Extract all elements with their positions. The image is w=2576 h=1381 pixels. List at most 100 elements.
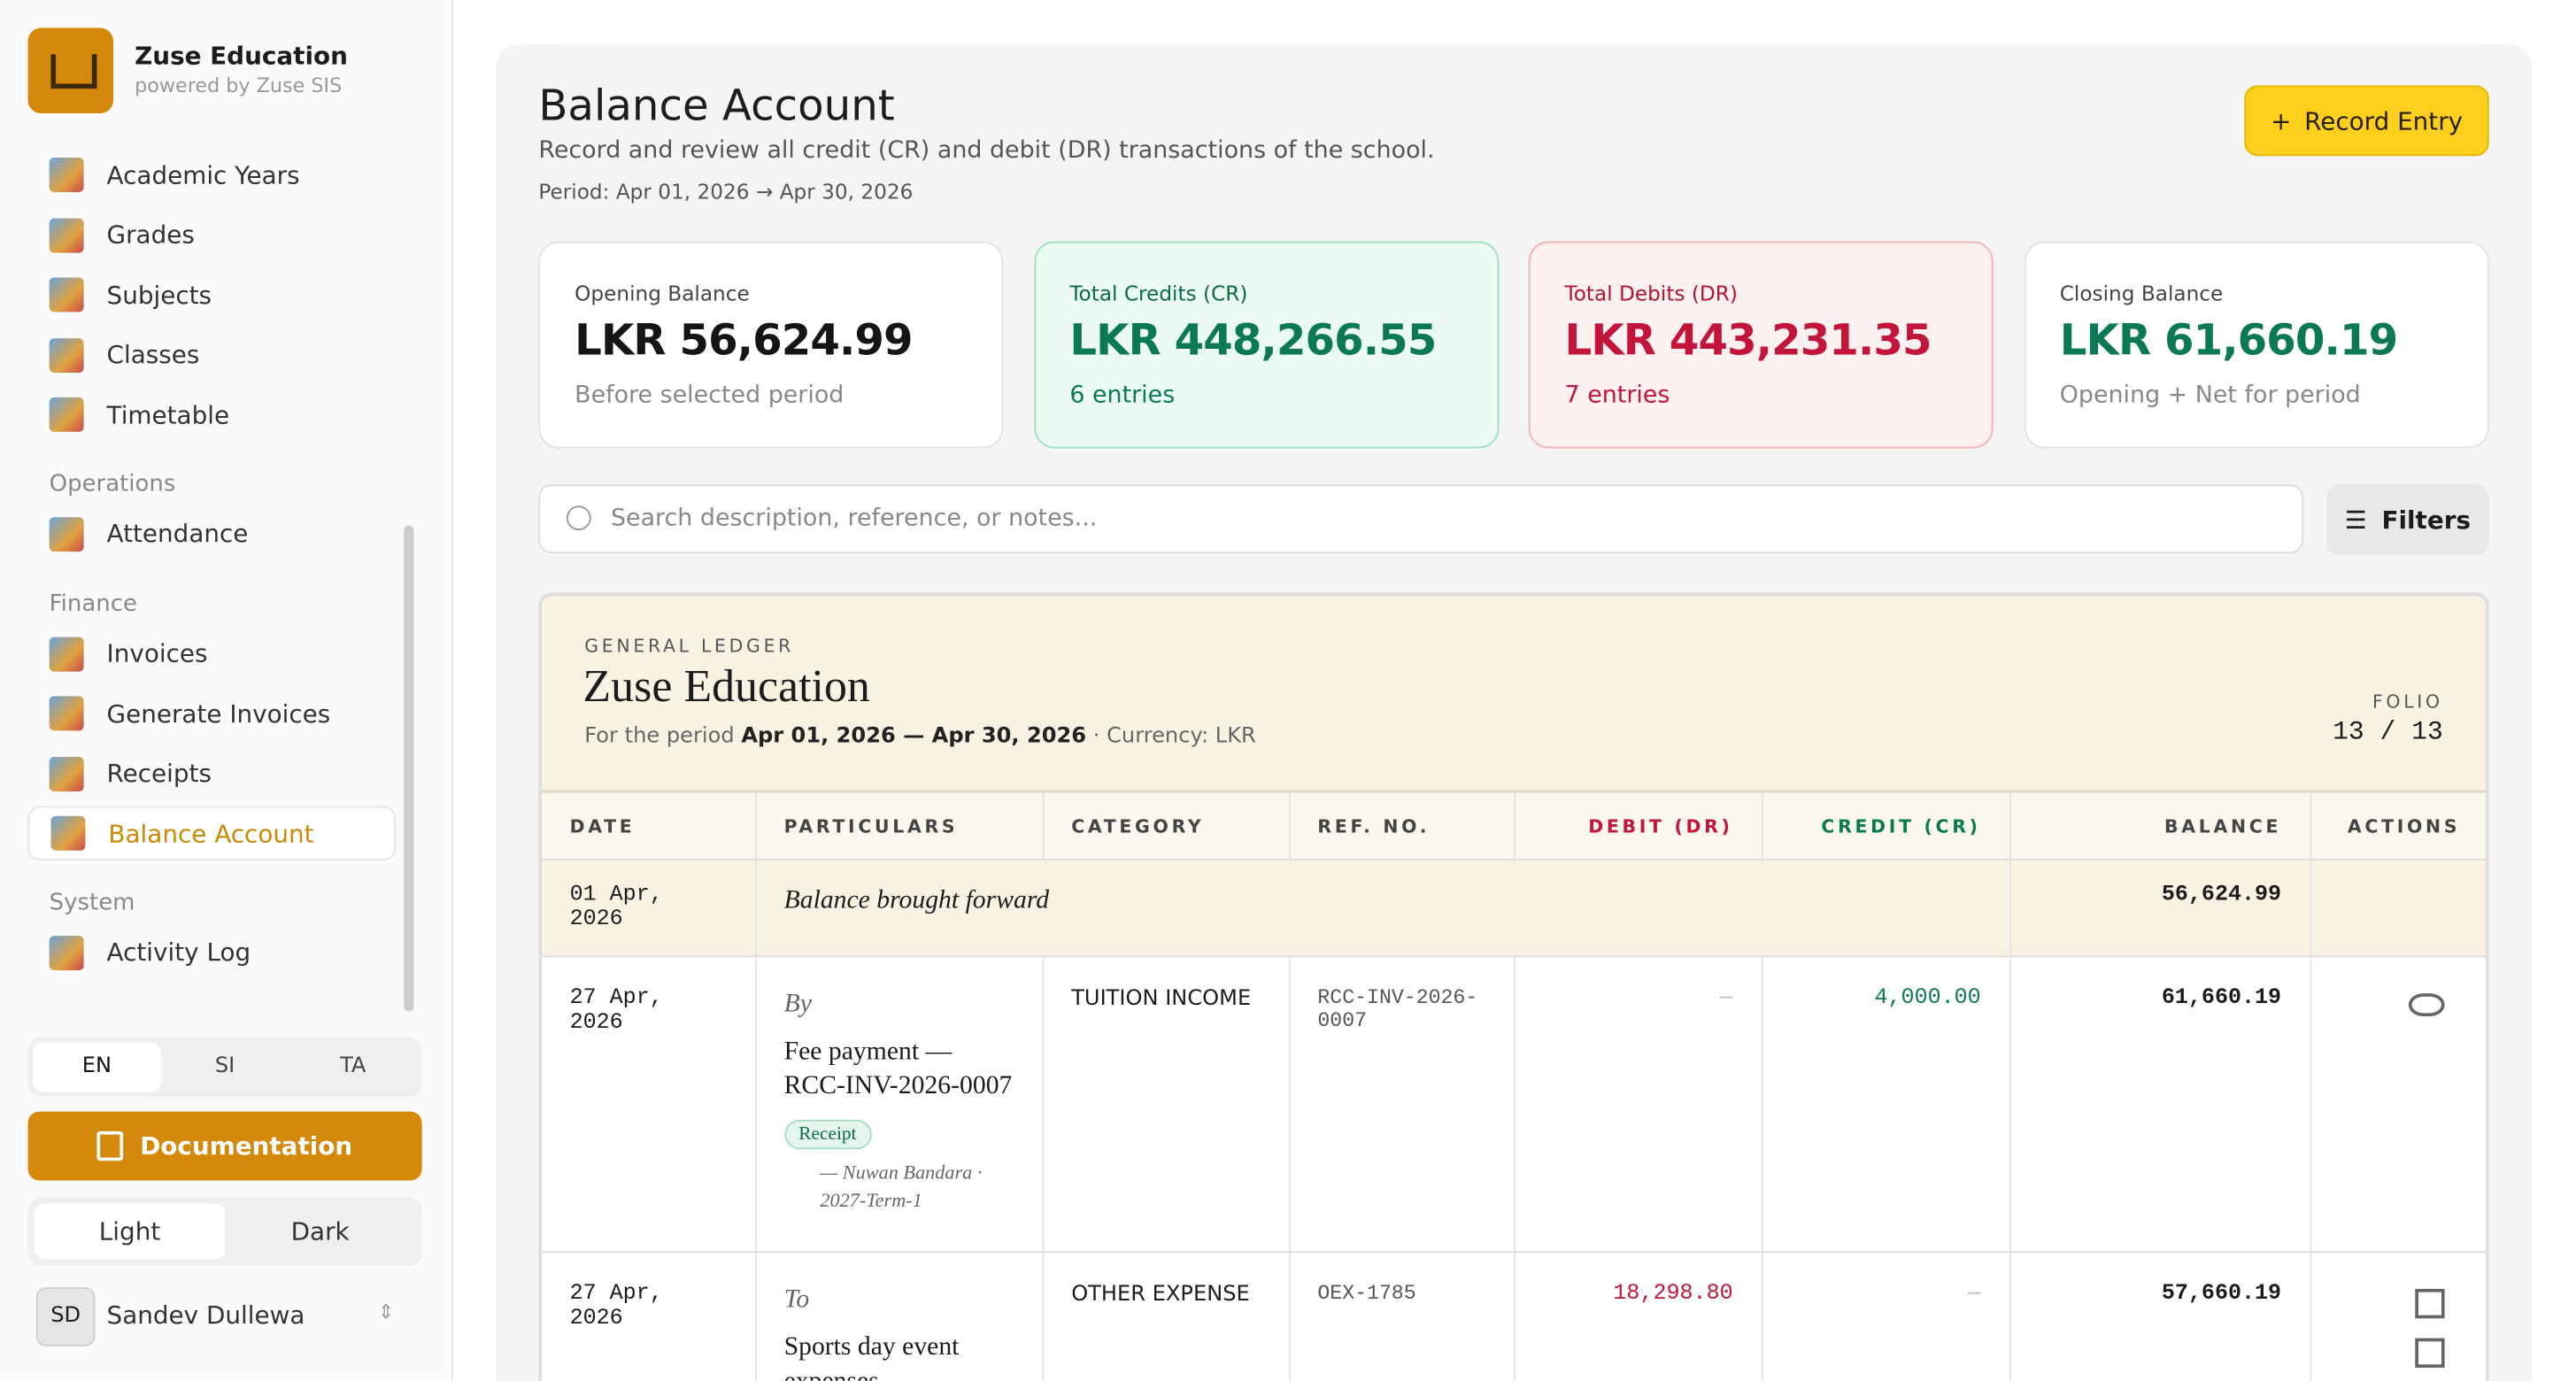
stat-card: Total Debits (DR) LKR 443,231.35 7 entries — [1528, 241, 1994, 449]
nav-icon — [49, 696, 84, 731]
period: Apr 01, 2026 — Apr 30, 2026 — [741, 723, 1087, 749]
nav-label: Activity Log — [106, 937, 251, 968]
nav-item[interactable]: Generate Invoices — [28, 687, 396, 741]
category: TUITION INCOME — [1042, 956, 1290, 1254]
nav-icon — [49, 756, 84, 791]
column-header: PARTICULARS — [755, 792, 1044, 860]
stat-note: 7 entries — [1564, 382, 1670, 409]
badge: Receipt — [783, 1119, 872, 1150]
avatar[interactable]: SD — [35, 1287, 96, 1346]
ledger-header: GENERAL LEDGER Zuse Education For the pe… — [542, 596, 2487, 793]
nav-item[interactable]: Receipts — [28, 746, 396, 800]
folio: 13 / 13 — [2333, 717, 2443, 747]
date: 27 Apr, 2026 — [542, 956, 757, 1254]
brand-name: Zuse Education — [135, 41, 348, 71]
date: 01 Apr, 2026 — [542, 859, 757, 958]
stat-value: LKR 448,266.55 — [1069, 316, 1437, 366]
user-menu-chevron[interactable]: ⇕ — [377, 1300, 395, 1323]
stat-label: Closing Balance — [2059, 281, 2224, 305]
nav-icon — [49, 636, 84, 671]
meta: — Nuwan Bandara · 2027-Term-1 — [820, 1161, 983, 1212]
particulars-text: Sports day event expenses — [783, 1333, 960, 1381]
period-prefix: For the period — [584, 723, 735, 749]
nav-icon — [49, 158, 84, 192]
ref: RCC-INV-2026-0007 — [1288, 956, 1515, 1254]
nav-icon — [49, 936, 84, 971]
delete-action[interactable] — [2414, 1338, 2444, 1368]
ref: OEX-1785 — [1288, 1252, 1515, 1381]
particulars: To Sports day event expenses — [755, 1252, 1044, 1381]
filters-label: Filters — [2381, 505, 2472, 535]
nav-item[interactable]: Subjects — [28, 268, 396, 322]
documentation-label: Documentation — [140, 1130, 353, 1161]
search-box[interactable]: Search description, reference, or notes.… — [538, 484, 2304, 554]
stat-value: LKR 443,231.35 — [1564, 316, 1932, 366]
nav-item[interactable]: Activity Log — [28, 926, 396, 980]
language-option[interactable]: TA — [340, 1053, 366, 1079]
language-switch: EN SI TA — [27, 1038, 422, 1097]
theme-option[interactable]: Dark — [290, 1216, 350, 1246]
theme-option[interactable]: Light — [34, 1203, 226, 1260]
nav-item[interactable]: Timetable — [28, 388, 396, 442]
logo[interactable] — [27, 27, 113, 113]
credit: 4,000.00 — [1762, 956, 2011, 1254]
nav-icon — [49, 397, 84, 433]
balance: 56,624.99 — [2009, 859, 2311, 958]
nav-label: Grades — [106, 220, 195, 251]
stat-card: Total Credits (CR) LKR 448,266.55 6 entrie… — [1033, 241, 1499, 449]
nav-icon — [49, 517, 84, 552]
nav-item[interactable]: Classes — [28, 328, 396, 382]
nav-section-title: Operations — [49, 471, 176, 498]
nav-item[interactable]: Attendance — [28, 507, 396, 561]
balance: 61,660.19 — [2009, 956, 2311, 1254]
table-body: 01 Apr, 2026 Balance brought forward 56,62… — [542, 859, 2487, 1381]
nav-item[interactable]: Invoices — [28, 627, 396, 681]
actions — [2310, 1252, 2487, 1381]
particulars-prefix: By — [783, 990, 812, 1018]
nav-item[interactable]: Academic Years — [28, 148, 396, 202]
stat-note: 6 entries — [1069, 382, 1176, 409]
stat-note: Before selected period — [575, 382, 845, 409]
ledger: GENERAL LEDGER Zuse Education For the pe… — [538, 592, 2489, 1381]
stat-label: Total Credits (CR) — [1069, 281, 1248, 305]
particulars-text: Fee payment — RCC-INV-2026-0007 — [783, 1038, 1013, 1100]
stat-label: Opening Balance — [575, 281, 750, 305]
currency: Currency: LKR — [1107, 723, 1256, 749]
plus-icon: + — [2270, 105, 2292, 136]
column-header: DEBIT (DR) — [1514, 792, 1763, 860]
edit-action[interactable] — [2414, 1288, 2444, 1319]
page-title: Balance Account — [538, 81, 895, 132]
record-entry-button[interactable]: + Record Entry — [2244, 85, 2489, 157]
actions — [2310, 956, 2487, 1254]
language-option[interactable]: SI — [214, 1053, 235, 1079]
nav-item[interactable]: Balance Account — [27, 806, 396, 861]
nav-label: Invoices — [106, 638, 208, 668]
column-header: BALANCE — [2009, 792, 2311, 860]
filters-button[interactable]: ☰ Filters — [2326, 484, 2489, 555]
nav-item[interactable]: Grades — [28, 208, 396, 262]
user-name[interactable]: Sandev Dullewa — [106, 1300, 305, 1331]
column-header: REF. NO. — [1288, 792, 1515, 860]
balance: 57,660.19 — [2009, 1252, 2311, 1381]
nav-icon — [49, 217, 84, 252]
nav-icon — [50, 816, 86, 852]
ledger-row: 27 Apr, 2026 By Fee payment — RCC-INV-2026… — [542, 956, 2487, 1254]
scrollbar[interactable] — [404, 525, 414, 1012]
opening-row: 01 Apr, 2026 Balance brought forward 56,62… — [542, 859, 2487, 958]
header-row: DATE PARTICULARS CATEGORY REF. NO. DEBIT (DR… — [542, 792, 2487, 860]
nav-label: Subjects — [106, 280, 212, 310]
view-action[interactable] — [2407, 993, 2444, 1017]
page-subtitle: Record and review all credit (CR) and de… — [538, 137, 1435, 165]
nav-icon — [49, 277, 84, 312]
language-option[interactable]: EN — [33, 1042, 161, 1092]
nav-section-title: System — [49, 890, 135, 916]
nav-label: Academic Years — [106, 159, 300, 190]
search-icon — [566, 505, 591, 531]
documentation-button[interactable]: Documentation — [27, 1111, 422, 1181]
filters-icon: ☰ — [2344, 505, 2367, 535]
stat-card: Closing Balance LKR 61,660.19 Opening + Ne… — [2023, 241, 2488, 449]
date: 27 Apr, 2026 — [542, 1252, 757, 1381]
stat-card: Opening Balance LKR 56,624.99 Before selec… — [538, 241, 1004, 449]
